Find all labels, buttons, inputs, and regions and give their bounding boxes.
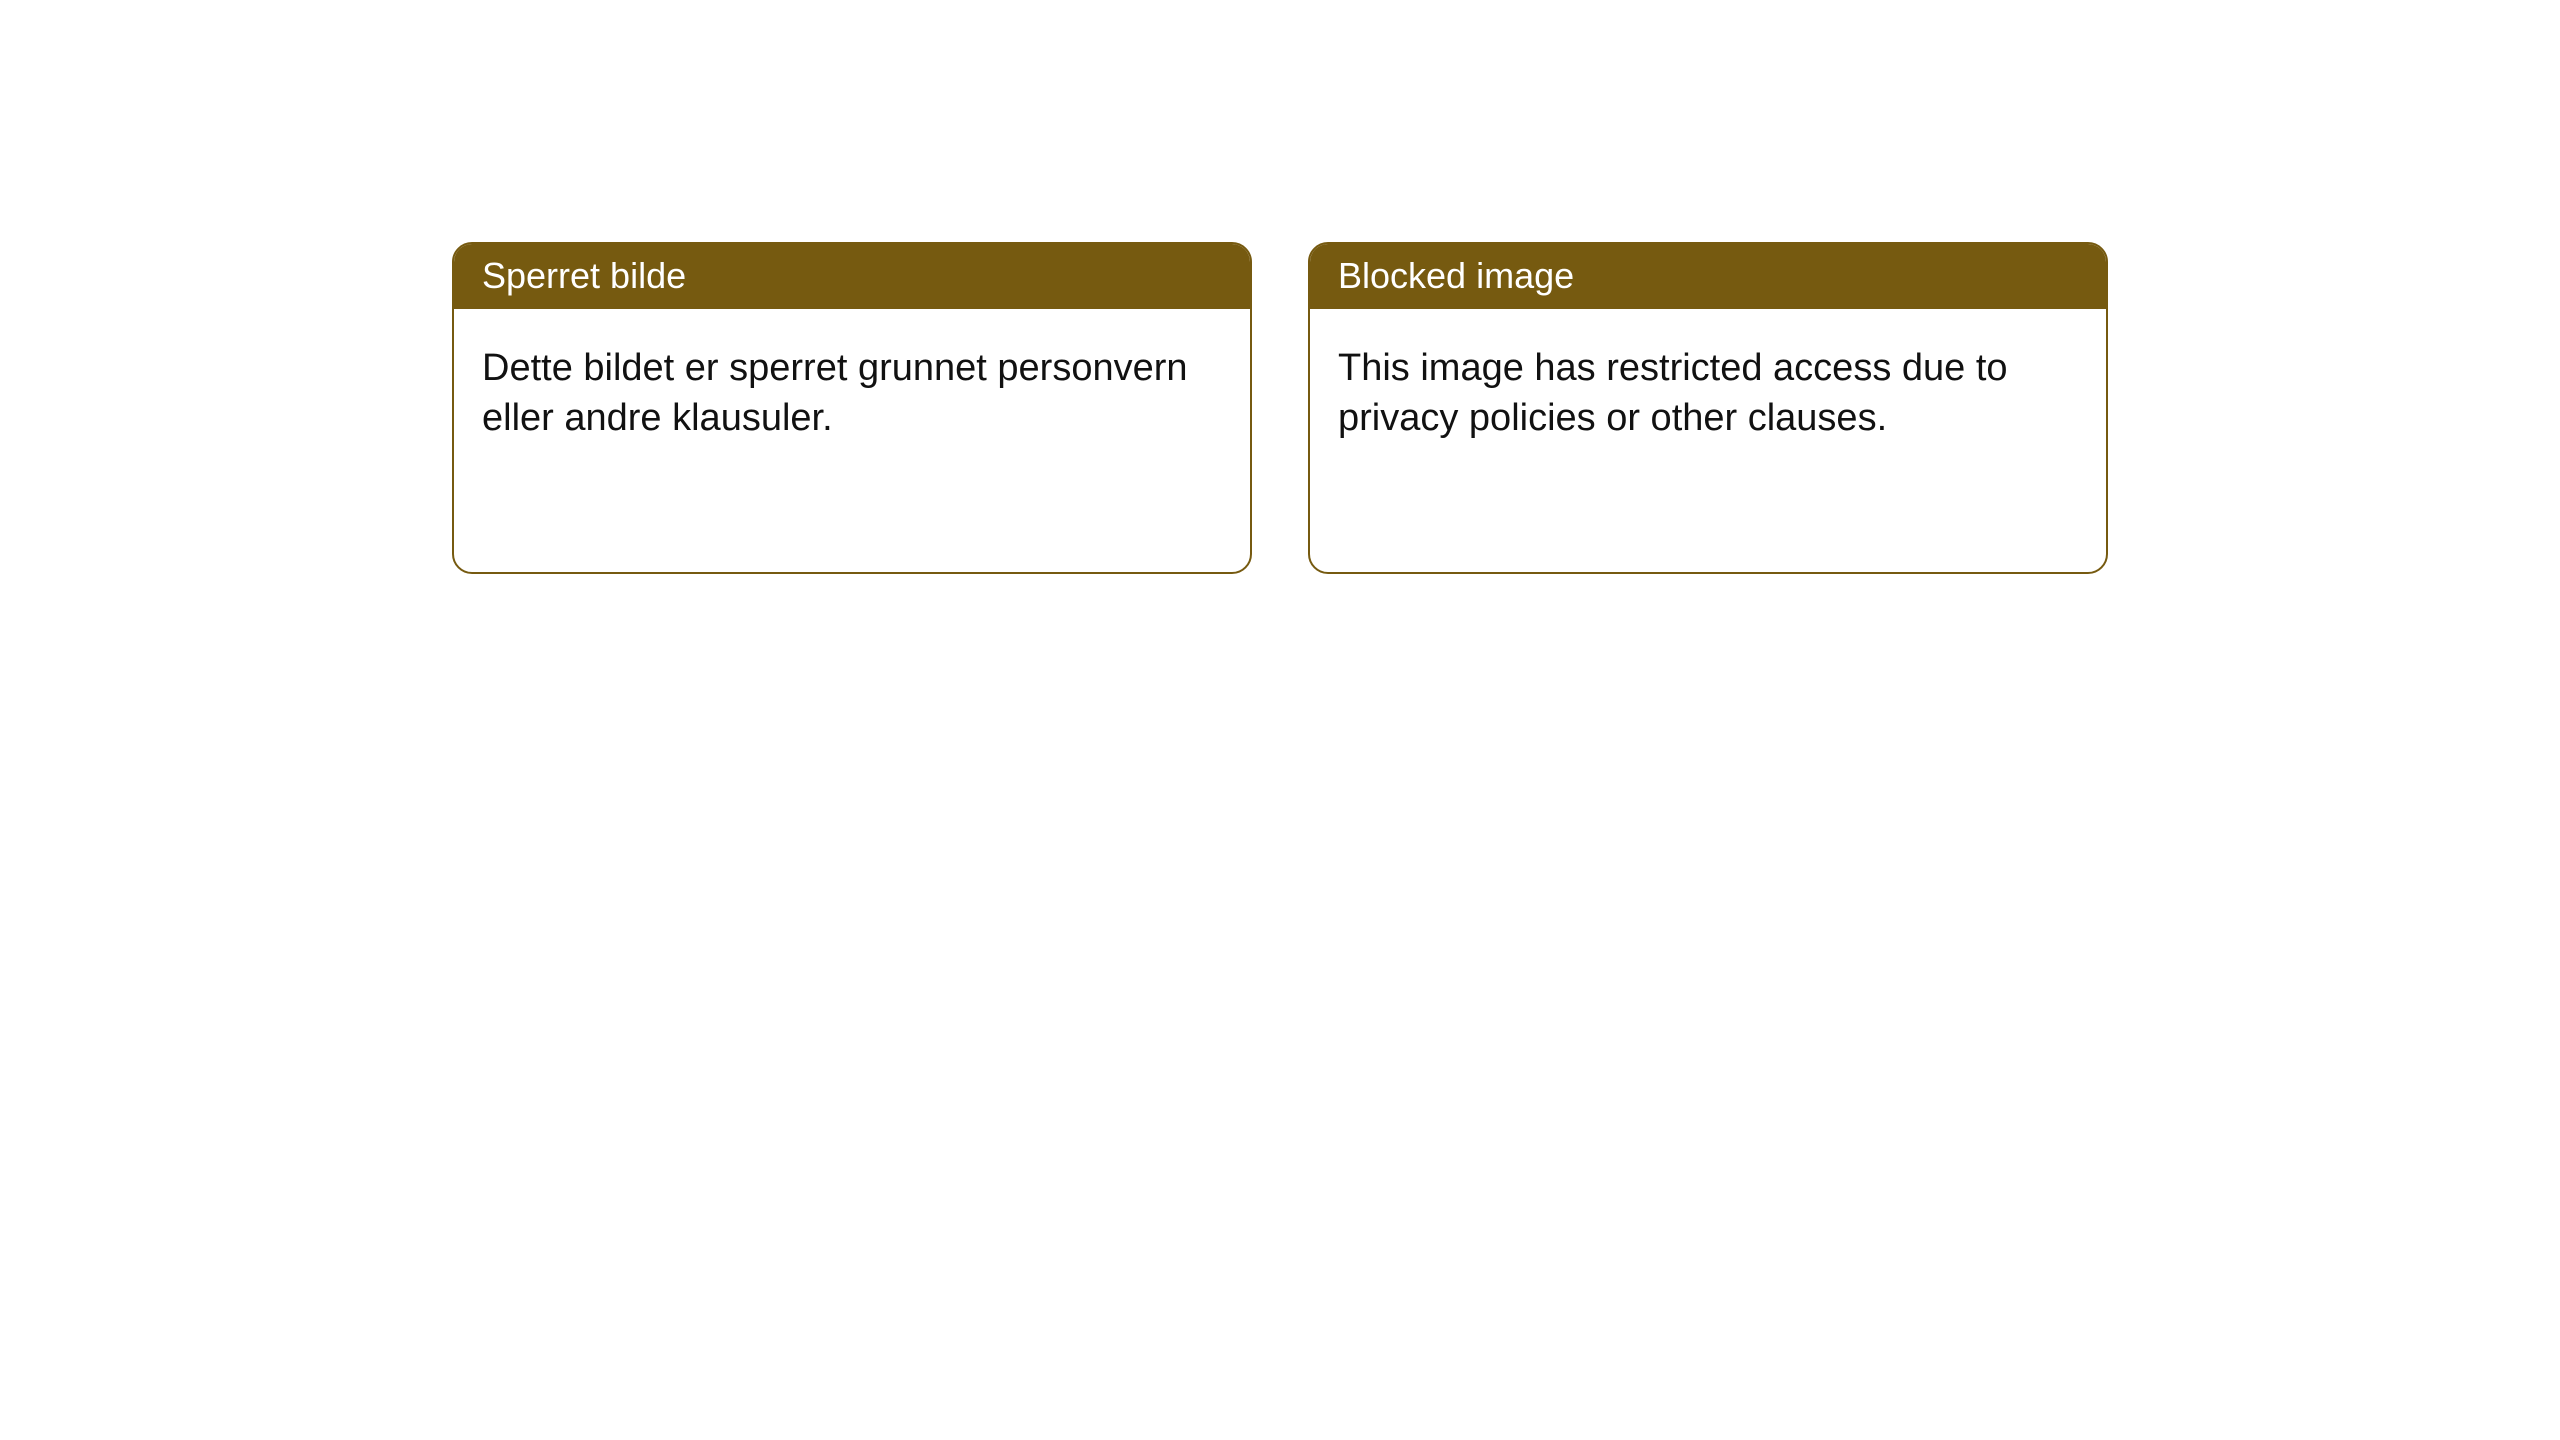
notice-body-no: Dette bildet er sperret grunnet personve… <box>454 309 1250 471</box>
notice-header-en: Blocked image <box>1310 244 2106 309</box>
notice-header-no: Sperret bilde <box>454 244 1250 309</box>
notice-container: Sperret bilde Dette bildet er sperret gr… <box>0 0 2560 574</box>
notice-card-no: Sperret bilde Dette bildet er sperret gr… <box>452 242 1252 574</box>
notice-card-en: Blocked image This image has restricted … <box>1308 242 2108 574</box>
notice-body-en: This image has restricted access due to … <box>1310 309 2106 471</box>
